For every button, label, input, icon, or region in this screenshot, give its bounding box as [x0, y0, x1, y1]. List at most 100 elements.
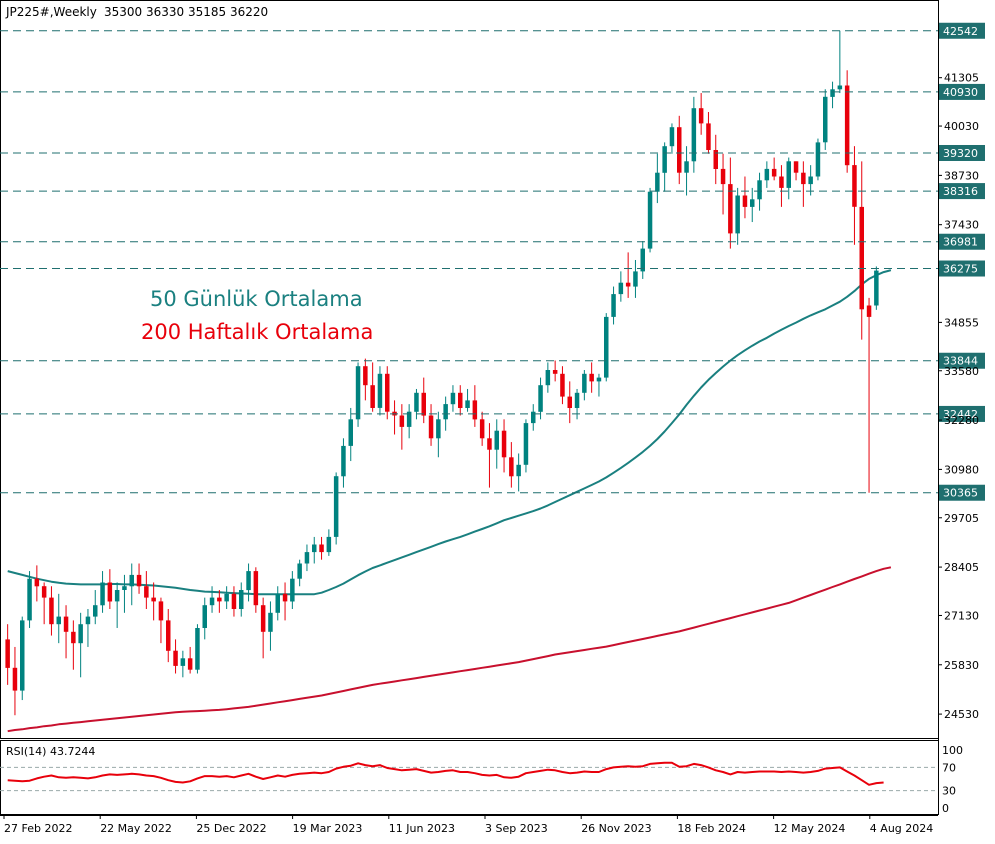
- candle-body: [691, 108, 697, 162]
- time-tick-label: 27 Feb 2022: [4, 822, 72, 835]
- candle-body: [173, 650, 178, 666]
- candle-body: [195, 628, 200, 670]
- candle-body: [231, 593, 237, 609]
- level-tag-label: 38316: [943, 185, 978, 198]
- level-tag-label: 40930: [943, 86, 978, 99]
- candle-body: [509, 457, 514, 477]
- chart-ohlc-label: 35300 36330 35185 36220: [104, 5, 268, 19]
- candle-body: [304, 552, 310, 564]
- candle-body: [815, 142, 821, 177]
- candle-body: [136, 574, 142, 587]
- time-tick-label: 11 Jun 2023: [389, 822, 455, 835]
- candle-body: [27, 578, 32, 621]
- level-tag: [939, 352, 985, 369]
- rsi-scale-label: 100: [942, 744, 963, 757]
- candle-body: [655, 172, 660, 192]
- candle-body: [487, 438, 492, 450]
- candle-body: [129, 574, 134, 587]
- candle-body: [866, 305, 872, 317]
- candle-body: [567, 396, 572, 408]
- candle-body: [750, 199, 755, 207]
- candle-body: [523, 423, 529, 465]
- candle-body: [516, 464, 521, 477]
- level-tag: [939, 22, 985, 39]
- candle-body: [239, 590, 244, 609]
- candle-body: [268, 612, 273, 632]
- level-tag-label: 32442: [943, 408, 978, 421]
- candle-body: [531, 411, 536, 424]
- candle-body: [793, 161, 799, 173]
- candle-body: [465, 400, 470, 408]
- level-tag-label: 33844: [943, 355, 978, 368]
- candle-body: [399, 415, 405, 427]
- candle-body: [742, 195, 748, 207]
- candle-body: [49, 597, 54, 625]
- level-tag-label: 36275: [943, 263, 978, 276]
- time-tick-label: 26 Nov 2023: [581, 822, 651, 835]
- time-tick-label: 4 Aug 2024: [870, 822, 933, 835]
- candle-body: [377, 373, 383, 408]
- ma200-line: [7, 566, 892, 733]
- candle-body: [633, 271, 638, 287]
- level-tag-label: 39320: [943, 147, 978, 160]
- level-tag: [939, 484, 985, 501]
- time-tick-label: 22 May 2022: [100, 822, 172, 835]
- candle-body: [589, 373, 594, 382]
- candle-body: [436, 419, 441, 439]
- candle-body: [12, 667, 18, 691]
- candle-body: [290, 578, 295, 602]
- candle-body: [640, 248, 645, 272]
- candle-body: [472, 400, 478, 420]
- candle-body: [450, 392, 456, 405]
- candle-body: [443, 404, 448, 420]
- candle-body: [260, 605, 266, 632]
- ma50-line: [7, 269, 892, 596]
- candle-body: [187, 658, 193, 670]
- candle-body: [684, 161, 689, 173]
- level-tag: [939, 405, 985, 422]
- ma50-annotation: 50 Günlük Ortalama: [150, 287, 363, 311]
- candle-body: [5, 639, 10, 668]
- candle-body: [406, 411, 412, 427]
- candle-body: [852, 165, 857, 207]
- rsi-group: 100 70 30 0: [0, 744, 963, 815]
- candle-body: [706, 123, 711, 150]
- candle-body: [107, 582, 113, 602]
- time-tick-label: 18 Feb 2024: [677, 822, 745, 835]
- level-tag-label: 42542: [943, 25, 978, 38]
- candle-body: [808, 176, 813, 185]
- price-tick-label: 24530: [944, 708, 979, 721]
- candle-body: [275, 593, 280, 613]
- candle-body: [370, 385, 375, 408]
- candle-body: [209, 597, 215, 606]
- candle-body: [246, 571, 251, 591]
- ma50-group: [7, 269, 892, 596]
- candle-body: [56, 616, 61, 625]
- candle-body: [202, 605, 207, 628]
- price-tick-label: 38730: [944, 169, 979, 182]
- candle-body: [85, 616, 91, 625]
- price-tick-label: 28405: [944, 561, 979, 574]
- candle-body: [494, 430, 499, 450]
- level-tag: [939, 183, 985, 200]
- candle-body: [458, 392, 463, 408]
- price-tick-label: 30980: [944, 463, 979, 476]
- candle-body: [823, 96, 828, 143]
- rsi-scale-label: 70: [942, 761, 956, 774]
- level-tag: [939, 233, 985, 250]
- candle-body: [93, 605, 98, 617]
- candle-body: [348, 419, 353, 446]
- candle-body: [414, 392, 419, 412]
- rsi-line: [7, 761, 884, 786]
- candle-body: [728, 184, 733, 234]
- candle-body: [282, 593, 288, 602]
- level-tag: [939, 144, 985, 161]
- candle-body: [552, 370, 558, 374]
- candle-body: [596, 377, 602, 382]
- candle-body: [574, 392, 580, 408]
- candle-body: [830, 89, 835, 97]
- candle-body: [582, 373, 587, 393]
- candle-body: [735, 195, 740, 234]
